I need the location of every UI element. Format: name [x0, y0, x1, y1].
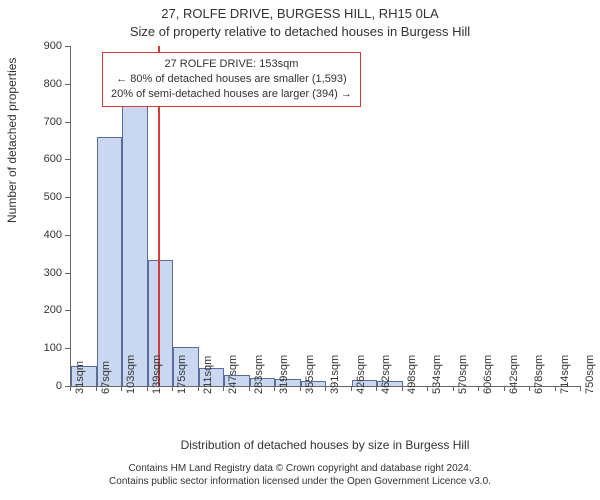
x-tick: 67sqm [96, 386, 97, 391]
x-tick: 175sqm [172, 386, 173, 391]
x-tick: 139sqm [147, 386, 148, 391]
x-tick-label: 391sqm [329, 355, 341, 394]
x-tick-label: 606sqm [482, 355, 494, 394]
x-tick-label: 498sqm [406, 355, 418, 394]
x-tick: 103sqm [121, 386, 122, 391]
y-tick-label: 500 [44, 191, 62, 203]
x-tick: 498sqm [402, 386, 403, 391]
histogram-bar [97, 137, 123, 386]
y-tick-label: 0 [56, 380, 62, 392]
x-tick: 714sqm [555, 386, 556, 391]
x-tick: 570sqm [453, 386, 454, 391]
x-tick-label: 570sqm [457, 355, 469, 394]
y-tick-label: 400 [44, 229, 62, 241]
annotation-line2: ← 80% of detached houses are smaller (1,… [111, 72, 352, 87]
annotation-box: 27 ROLFE DRIVE: 153sqm ← 80% of detached… [102, 52, 361, 107]
x-tick: 283sqm [249, 386, 250, 391]
x-tick-label: 714sqm [559, 355, 571, 394]
y-tick-label: 600 [44, 153, 62, 165]
footer-line1: Contains HM Land Registry data © Crown c… [0, 462, 600, 475]
y-tick-label: 800 [44, 78, 62, 90]
footer-line2: Contains public sector information licen… [0, 475, 600, 488]
x-tick-label: 462sqm [380, 355, 392, 394]
x-tick-label: 283sqm [253, 355, 265, 394]
y-tick: 400 [65, 235, 70, 236]
chart-container: 27, ROLFE DRIVE, BURGESS HILL, RH15 0LA … [0, 0, 600, 500]
y-tick-label: 100 [44, 342, 62, 354]
y-axis-label: Number of detached properties [5, 203, 19, 223]
x-tick-label: 247sqm [227, 355, 239, 394]
x-tick-label: 534sqm [431, 355, 443, 394]
annotation-line1: 27 ROLFE DRIVE: 153sqm [111, 57, 352, 72]
x-tick-label: 31sqm [74, 361, 86, 394]
x-tick: 247sqm [223, 386, 224, 391]
y-tick: 700 [65, 122, 70, 123]
x-tick-label: 319sqm [278, 355, 290, 394]
x-tick: 606sqm [478, 386, 479, 391]
footer: Contains HM Land Registry data © Crown c… [0, 462, 600, 488]
x-tick-label: 426sqm [355, 355, 367, 394]
x-tick-label: 139sqm [151, 355, 163, 394]
y-tick: 200 [65, 310, 70, 311]
x-tick: 534sqm [427, 386, 428, 391]
y-tick-label: 700 [44, 116, 62, 128]
annotation-line3: 20% of semi-detached houses are larger (… [111, 87, 352, 102]
x-tick-label: 750sqm [584, 355, 596, 394]
x-tick: 319sqm [274, 386, 275, 391]
x-tick: 642sqm [504, 386, 505, 391]
x-tick-label: 175sqm [176, 355, 188, 394]
x-tick-label: 678sqm [533, 355, 545, 394]
x-tick: 211sqm [198, 386, 199, 391]
x-tick: 31sqm [70, 386, 71, 391]
y-tick-label: 300 [44, 267, 62, 279]
x-tick-label: 67sqm [100, 361, 112, 394]
y-tick: 600 [65, 159, 70, 160]
x-axis-label: Distribution of detached houses by size … [70, 438, 580, 452]
title-line1: 27, ROLFE DRIVE, BURGESS HILL, RH15 0LA [0, 6, 600, 21]
title-line2: Size of property relative to detached ho… [0, 24, 600, 39]
x-tick: 426sqm [351, 386, 352, 391]
y-tick-label: 200 [44, 304, 62, 316]
x-tick: 678sqm [529, 386, 530, 391]
x-tick-label: 211sqm [202, 356, 214, 394]
y-tick: 800 [65, 84, 70, 85]
histogram-bar [122, 80, 148, 386]
x-tick: 462sqm [376, 386, 377, 391]
y-tick: 300 [65, 273, 70, 274]
x-tick-label: 642sqm [508, 355, 520, 394]
x-tick: 355sqm [300, 386, 301, 391]
y-tick-label: 900 [44, 40, 62, 52]
x-tick: 750sqm [580, 386, 581, 391]
y-tick: 900 [65, 46, 70, 47]
y-tick: 500 [65, 197, 70, 198]
y-tick: 100 [65, 348, 70, 349]
x-tick-label: 103sqm [125, 355, 137, 394]
x-tick-label: 355sqm [304, 355, 316, 394]
x-tick: 391sqm [325, 386, 326, 391]
